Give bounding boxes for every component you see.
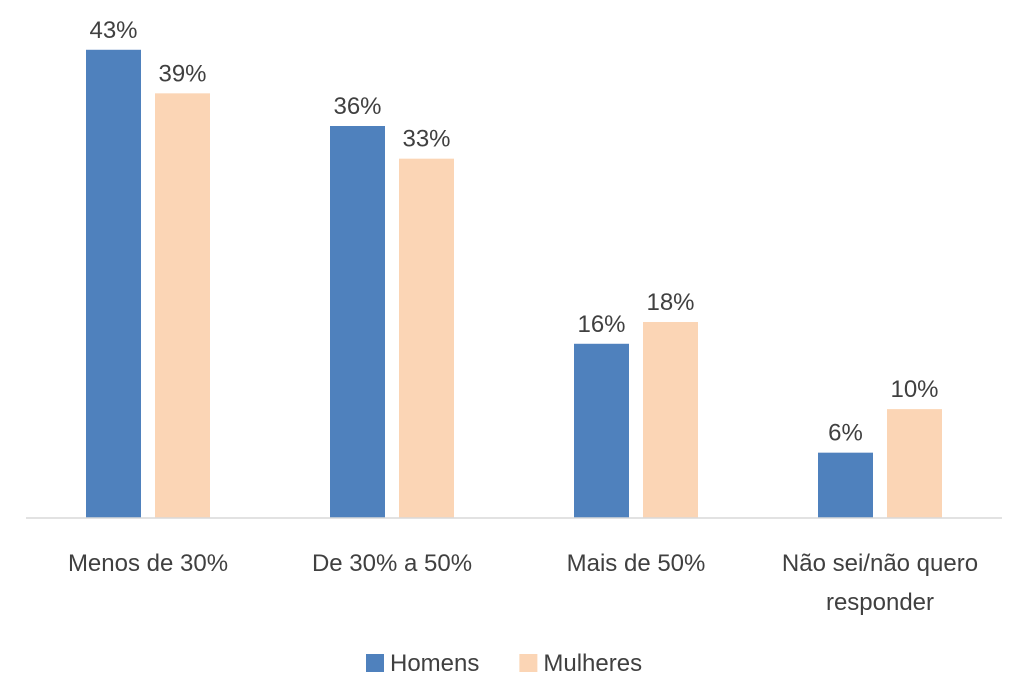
bar (330, 126, 385, 518)
data-label: 43% (89, 17, 137, 44)
legend-label: Homens (390, 650, 479, 676)
data-label: 10% (890, 376, 938, 403)
bar (643, 322, 698, 518)
bar (818, 452, 873, 518)
bar (574, 343, 629, 518)
bar (86, 49, 141, 519)
data-label: 36% (333, 93, 381, 120)
bar (399, 158, 454, 518)
legend-label: Mulheres (543, 650, 642, 676)
bar (155, 93, 210, 518)
legend-swatch (366, 654, 384, 672)
data-label: 33% (402, 126, 450, 153)
data-label: 16% (577, 311, 625, 338)
data-label: 18% (646, 289, 694, 316)
x-tick-label: De 30% a 50% (311, 550, 473, 577)
x-tick-label: Não sei/não quero responder (781, 550, 979, 616)
x-tick-label: Menos de 30% (67, 550, 229, 577)
data-label: 39% (158, 60, 206, 87)
bar (887, 409, 942, 518)
legend-swatch (519, 654, 538, 672)
data-label: 6% (828, 420, 863, 447)
x-tick-label: Mais de 50% (566, 550, 706, 577)
